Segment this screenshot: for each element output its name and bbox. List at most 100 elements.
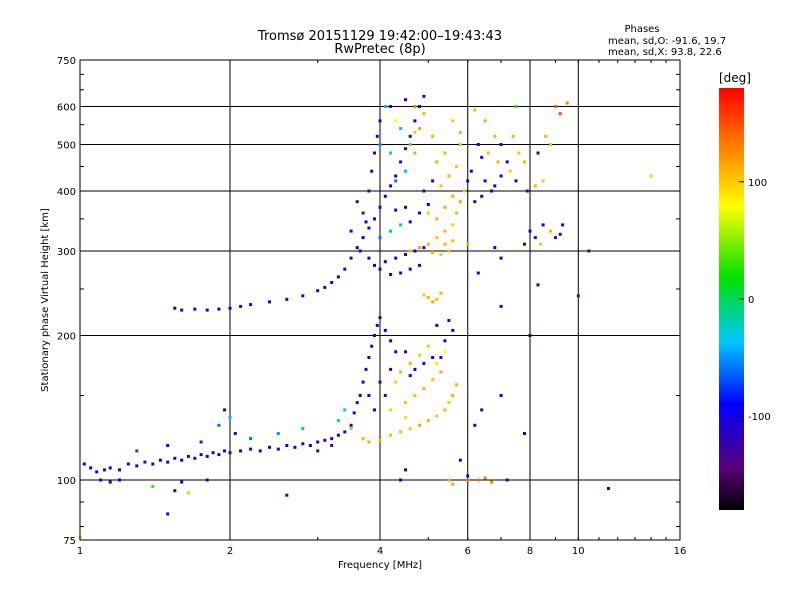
data-point <box>447 401 451 405</box>
y-tick-label: 300 <box>57 247 76 258</box>
data-point <box>355 200 359 204</box>
data-point <box>525 189 529 193</box>
stats-title: Phases <box>624 24 659 35</box>
data-point <box>389 229 393 233</box>
data-point <box>451 194 455 198</box>
data-point <box>404 401 407 405</box>
data-point <box>285 297 289 301</box>
data-point <box>439 370 443 374</box>
data-point <box>476 478 480 482</box>
data-point <box>375 323 379 327</box>
data-point <box>135 464 139 468</box>
data-point <box>404 468 407 472</box>
data-point <box>514 179 518 183</box>
data-point <box>330 444 334 447</box>
data-point <box>499 304 503 308</box>
data-point <box>499 256 503 260</box>
data-point <box>422 189 426 193</box>
data-point <box>455 383 459 387</box>
data-point <box>649 174 653 178</box>
data-point <box>378 316 382 320</box>
x-tick-label: 6 <box>465 546 471 557</box>
data-point <box>451 394 455 397</box>
data-point <box>383 394 387 397</box>
data-point <box>408 427 412 431</box>
data-point <box>466 242 470 246</box>
data-point <box>587 249 591 253</box>
data-point <box>367 440 371 444</box>
data-point <box>217 423 221 427</box>
data-point <box>364 220 368 224</box>
data-point <box>447 319 451 322</box>
data-point <box>355 246 359 250</box>
data-point <box>536 283 540 287</box>
data-point <box>404 253 407 256</box>
colorbar-ticks: 100 0 -100 <box>739 178 771 423</box>
scatter-points <box>78 94 653 539</box>
data-point <box>166 444 170 447</box>
data-point <box>373 263 376 267</box>
data-point <box>561 223 565 227</box>
data-point <box>435 323 439 327</box>
data-point <box>143 460 147 464</box>
data-point <box>399 127 403 130</box>
data-point <box>173 489 177 493</box>
data-point <box>505 160 509 164</box>
data-point <box>399 223 403 227</box>
y-axis-label: Stationary phase Virtual Height [km] <box>40 208 51 392</box>
data-point <box>435 236 439 240</box>
data-point <box>367 256 371 260</box>
data-point <box>426 419 430 423</box>
data-point <box>355 401 359 405</box>
data-point <box>413 130 417 134</box>
data-point <box>151 484 155 488</box>
data-point <box>413 119 417 123</box>
data-point <box>378 236 382 240</box>
data-point <box>431 179 435 183</box>
data-point <box>607 487 610 490</box>
data-point <box>576 294 580 298</box>
data-point <box>426 344 430 348</box>
data-point <box>378 267 382 271</box>
data-point <box>447 174 451 178</box>
data-point <box>451 119 455 123</box>
data-point <box>389 433 393 437</box>
data-point <box>435 160 439 164</box>
data-point <box>399 271 403 275</box>
data-point <box>528 334 532 337</box>
data-point <box>378 438 382 442</box>
data-point <box>373 408 376 412</box>
data-point <box>358 249 362 253</box>
data-point <box>217 453 221 457</box>
colorbar-unit: [deg] <box>719 71 751 85</box>
data-point <box>404 416 407 419</box>
data-point <box>118 468 121 472</box>
data-point <box>447 249 451 253</box>
data-point <box>443 151 447 155</box>
data-point <box>223 408 226 412</box>
data-point <box>394 380 398 384</box>
data-point <box>180 458 184 462</box>
data-point <box>205 308 209 312</box>
data-point <box>408 220 412 224</box>
data-point <box>418 246 421 250</box>
data-point <box>389 273 393 276</box>
data-point <box>349 423 353 427</box>
data-point <box>435 361 439 365</box>
data-point <box>258 449 262 453</box>
data-point <box>499 174 503 178</box>
data-point <box>404 350 407 354</box>
data-point <box>541 179 545 183</box>
data-point <box>389 184 393 188</box>
data-point <box>483 476 487 480</box>
data-point <box>367 226 371 230</box>
data-point <box>493 184 497 188</box>
data-point <box>82 462 86 466</box>
data-point <box>135 449 139 453</box>
data-point <box>383 194 387 198</box>
data-point <box>367 356 371 359</box>
data-point <box>439 291 443 295</box>
data-point <box>426 296 430 299</box>
data-point <box>523 432 526 435</box>
x-tick-label: 4 <box>377 546 383 557</box>
